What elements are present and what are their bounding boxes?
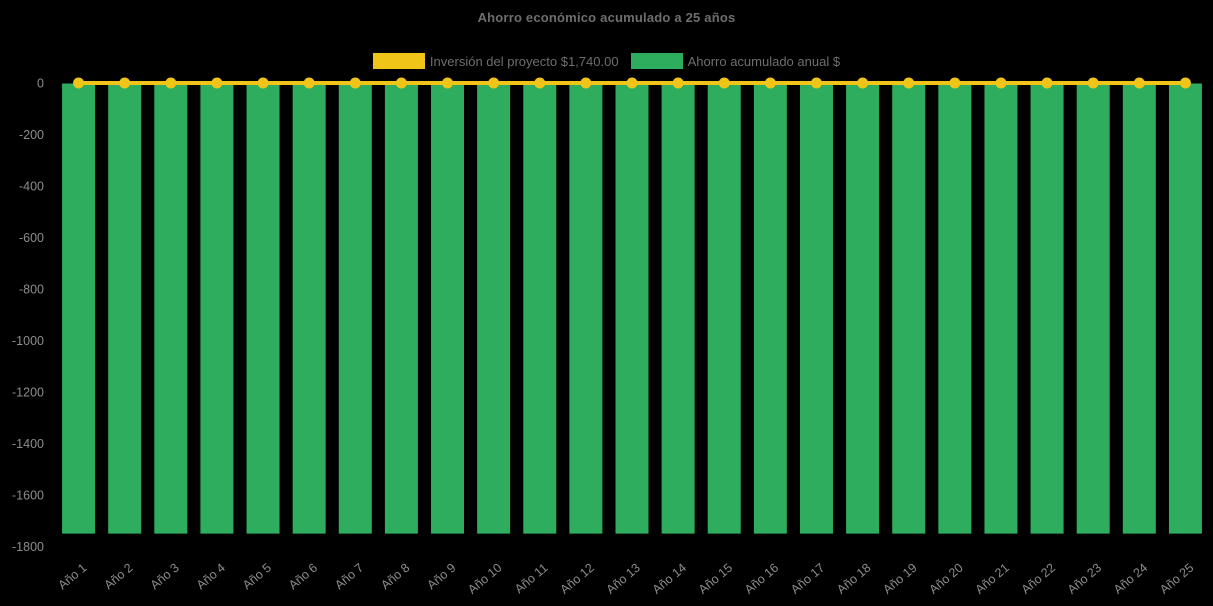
x-tick-label: Año 5 [240,561,274,593]
x-tick-label: Año 15 [696,561,735,597]
bar [431,83,465,534]
x-tick-label: Año 3 [148,561,182,593]
line-marker [1133,77,1145,89]
line-marker [442,77,454,89]
line-marker [718,77,730,89]
y-tick-label: -400 [19,180,44,194]
x-tick-label: Año 12 [557,561,596,597]
line-marker [580,77,592,89]
y-tick-label: -800 [19,283,44,297]
x-tick-label: Año 11 [512,561,551,597]
line-marker [949,77,961,89]
legend-swatch-ahorro [630,53,683,69]
line-marker [257,77,269,89]
bar [1030,83,1064,534]
bar [477,83,511,534]
line-marker [903,77,915,89]
line-marker [764,77,776,89]
bar [200,83,234,534]
x-tick-label: Año 7 [332,561,366,593]
bar [523,83,557,534]
x-tick-label: Año 18 [834,561,873,597]
bar [1076,83,1110,534]
y-tick-label: 0 [37,77,44,91]
legend-label-inversion: Inversión del proyecto $1,740.00 [429,53,619,69]
y-tick-label: -1000 [12,334,44,348]
line-marker [534,77,546,89]
legend-item-inversion[interactable]: Inversión del proyecto $1,740.00 [372,53,619,69]
y-tick-label: -1800 [12,540,44,554]
line-marker [995,77,1007,89]
x-tick-label: Año 21 [973,561,1012,597]
x-tick-label: Año 13 [604,561,643,597]
x-tick-label: Año 16 [742,561,781,597]
line-marker [395,77,407,89]
line-marker [626,77,638,89]
bar [799,83,833,534]
line-marker [165,77,177,89]
line-marker [672,77,684,89]
x-tick-label: Año 24 [1111,561,1150,597]
legend-label-ahorro: Ahorro acumulado anual $ [687,53,841,69]
x-tick-label: Año 23 [1065,561,1104,597]
x-tick-label: Año 4 [194,561,228,593]
line-marker [73,77,85,89]
bar [108,83,142,534]
bar [707,83,741,534]
x-tick-label: Año 8 [378,561,412,593]
line-marker [810,77,822,89]
y-tick-label: -1400 [12,437,44,451]
line-marker [1087,77,1099,89]
x-tick-label: Año 9 [424,561,458,593]
x-tick-label: Año 1 [55,561,89,593]
line-marker [1179,77,1191,89]
legend-swatch-inversion [372,53,425,69]
line-marker [1041,77,1053,89]
chart-title: Ahorro económico acumulado a 25 años [477,10,736,25]
line-marker [488,77,500,89]
bar [569,83,603,534]
y-tick-label: -600 [19,231,44,245]
x-tick-label: Año 20 [926,561,965,597]
line-marker [857,77,869,89]
x-tick-label: Año 10 [465,561,504,597]
bar [938,83,972,534]
bar [154,83,188,534]
x-tick-label: Año 19 [880,561,919,597]
bar [292,83,326,534]
bar [892,83,926,534]
bar [984,83,1018,534]
x-tick-label: Año 22 [1019,561,1058,597]
bar [661,83,695,534]
x-tick-label: Año 6 [286,561,320,593]
line-marker [349,77,361,89]
x-tick-label: Año 14 [650,561,689,597]
line-marker [119,77,131,89]
bar [384,83,418,534]
y-tick-label: -1200 [12,386,44,400]
legend-item-ahorro[interactable]: Ahorro acumulado anual $ [630,53,841,69]
bar [846,83,880,534]
line-marker [303,77,315,89]
x-tick-label: Año 25 [1157,561,1196,597]
x-tick-label: Año 2 [102,561,136,593]
x-tick-label: Año 17 [788,561,827,597]
bar [1122,83,1156,534]
line-marker [211,77,223,89]
bar [753,83,787,534]
y-tick-label: -1600 [12,489,44,503]
bar [1168,83,1202,534]
y-tick-label: -200 [19,128,44,142]
chart-legend: Inversión del proyecto $1,740.00 Ahorro … [0,53,1213,69]
bar [246,83,280,534]
bar [338,83,372,534]
bar [615,83,649,534]
bar [62,83,96,534]
